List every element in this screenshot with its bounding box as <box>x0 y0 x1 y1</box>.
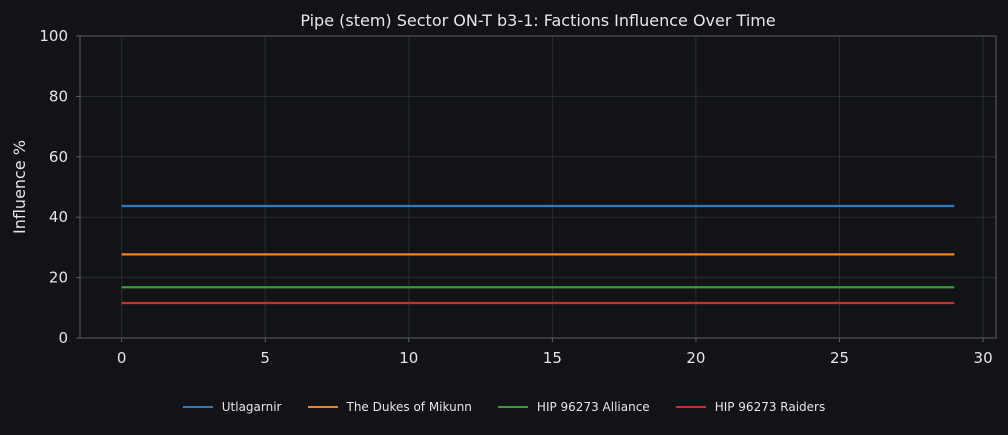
legend-swatch <box>675 406 706 408</box>
x-tick-label: 0 <box>117 349 127 367</box>
grid <box>80 35 996 339</box>
y-tick-label: 0 <box>58 329 68 347</box>
legend-label: HIP 96273 Raiders <box>714 400 826 414</box>
y-axis-label: Influence % <box>10 140 29 234</box>
legend-item: Utlagarnir <box>182 400 282 414</box>
y-tick-label: 60 <box>49 148 68 166</box>
legend-label: Utlagarnir <box>221 400 282 414</box>
x-tick-label: 30 <box>974 349 993 367</box>
legend-swatch <box>307 406 338 408</box>
legend-label: The Dukes of Mikunn <box>346 400 472 414</box>
legend-item: The Dukes of Mikunn <box>307 400 472 414</box>
chart-title: Pipe (stem) Sector ON-T b3-1: Factions I… <box>300 11 775 30</box>
axes <box>76 35 997 342</box>
x-tick-label: 25 <box>830 349 849 367</box>
legend-swatch <box>182 406 213 408</box>
series-lines <box>121 204 955 305</box>
legend-swatch <box>497 406 528 408</box>
x-tick-label: 15 <box>543 349 562 367</box>
y-tick-label: 80 <box>49 87 68 105</box>
x-tick-label: 20 <box>686 349 705 367</box>
legend: Utlagarnir The Dukes of Mikunn HIP 96273 A… <box>0 400 1008 414</box>
legend-item: HIP 96273 Alliance <box>497 400 650 414</box>
chart: Pipe (stem) Sector ON-T b3-1: Factions I… <box>10 11 997 367</box>
x-tick-label: 5 <box>260 349 270 367</box>
y-tick-label: 100 <box>39 27 68 45</box>
plot-frame <box>79 35 997 339</box>
y-tick-label: 20 <box>49 269 68 287</box>
legend-item: HIP 96273 Raiders <box>675 400 826 414</box>
legend-label: HIP 96273 Alliance <box>536 400 650 414</box>
y-tick-label: 40 <box>49 208 68 226</box>
tick-labels: 0 5 10 15 20 25 30 0 20 40 60 80 100 <box>39 27 992 367</box>
x-tick-label: 10 <box>399 349 418 367</box>
